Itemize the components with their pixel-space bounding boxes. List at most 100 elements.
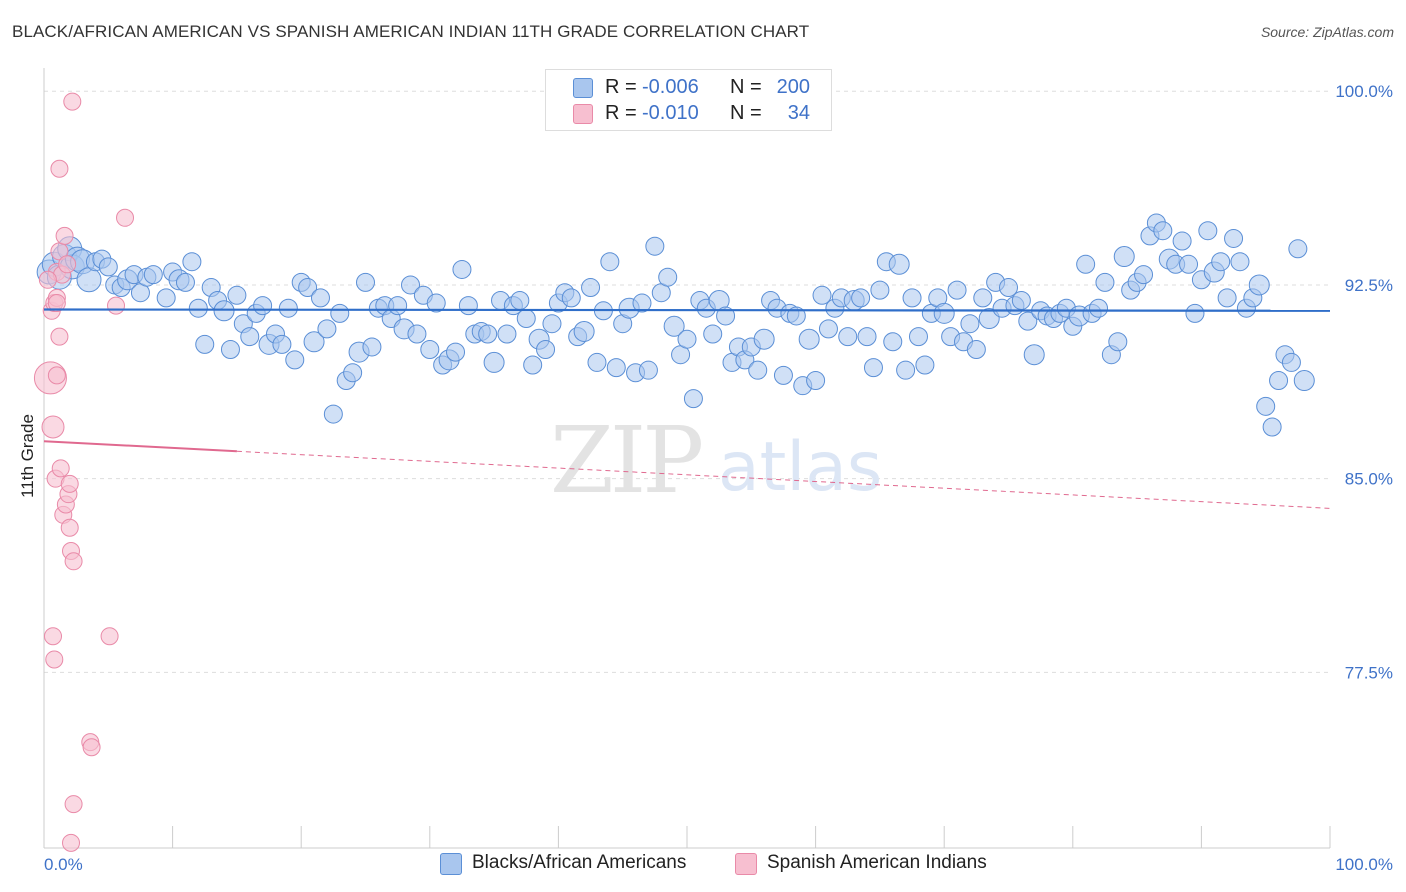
point-blacks [973, 288, 993, 308]
point-blacks [857, 327, 877, 347]
point-blacks [902, 288, 922, 308]
legend-r-value: -0.010 [642, 102, 699, 124]
point-spanish [82, 738, 101, 757]
point-blacks [1281, 352, 1301, 372]
point-blacks [1179, 254, 1199, 274]
point-blacks [786, 306, 806, 326]
point-spanish [62, 833, 81, 852]
watermark: ZIP atlas [550, 407, 882, 514]
point-blacks [446, 342, 466, 362]
legend-swatch-pink [573, 104, 593, 124]
point-blacks [606, 358, 626, 378]
point-blacks [542, 314, 562, 334]
point-blacks [960, 314, 980, 334]
point-blacks [362, 337, 382, 357]
bottom-legend-label: Blacks/African Americans [472, 852, 687, 873]
trend-line-spanish-dashed [236, 450, 1331, 509]
bottom-legend-swatch-blue [440, 853, 462, 875]
series-spanish-points [33, 92, 135, 852]
point-blacks [1262, 417, 1282, 437]
point-blacks [426, 293, 446, 313]
point-blacks [510, 290, 530, 310]
point-blacks [1108, 332, 1128, 352]
point-blacks [883, 332, 903, 352]
point-blacks [278, 298, 298, 318]
y-tick-labels: 77.5% 85.0% 92.5% 100.0% [1335, 82, 1393, 682]
point-spanish [38, 270, 57, 289]
point-blacks [915, 355, 935, 375]
point-blacks [798, 328, 820, 350]
point-blacks [1230, 252, 1250, 272]
y-tick-label: 77.5% [1345, 663, 1393, 682]
point-blacks [1248, 274, 1270, 296]
point-blacks [1217, 288, 1237, 308]
grid-layer [44, 90, 1330, 673]
point-blacks [483, 351, 505, 373]
point-blacks [323, 404, 343, 424]
point-spanish [64, 795, 83, 814]
point-blacks [182, 252, 202, 272]
point-blacks [1198, 221, 1218, 241]
legend-r-value: -0.006 [642, 76, 699, 98]
point-blacks [188, 298, 208, 318]
point-blacks [703, 324, 723, 344]
axis-layer [43, 68, 1331, 849]
legend-r-label: R = [605, 102, 637, 124]
point-blacks [838, 327, 858, 347]
legend-n-value: 34 [787, 102, 810, 124]
point-blacks [272, 334, 292, 354]
point-blacks [213, 300, 235, 322]
point-blacks [303, 331, 325, 353]
point-blacks [175, 272, 195, 292]
point-spanish [47, 294, 66, 313]
point-blacks [452, 259, 472, 279]
point-spanish [55, 226, 74, 245]
point-blacks [947, 280, 967, 300]
point-spanish [58, 255, 77, 274]
point-blacks [195, 334, 215, 354]
point-blacks [677, 329, 697, 349]
point-blacks [458, 296, 478, 316]
point-blacks [966, 340, 986, 360]
point-blacks [1089, 298, 1109, 318]
point-blacks [806, 371, 826, 391]
point-blacks [638, 360, 658, 380]
point-blacks [753, 328, 775, 350]
point-spanish [45, 650, 64, 669]
point-blacks [908, 327, 928, 347]
point-blacks [143, 265, 163, 285]
point-blacks [298, 278, 318, 298]
point-blacks [1076, 254, 1096, 274]
point-blacks [658, 267, 678, 287]
y-tick-label: 85.0% [1345, 470, 1393, 489]
legend-n-label: N = [730, 102, 762, 124]
point-blacks [523, 355, 543, 375]
point-blacks [497, 324, 517, 344]
point-blacks [98, 257, 118, 277]
point-blacks [748, 360, 768, 380]
point-spanish [63, 92, 82, 111]
point-blacks [1018, 311, 1038, 331]
x-tick-label-min: 0.0% [44, 855, 83, 874]
point-blacks [1185, 303, 1205, 323]
point-blacks [561, 288, 581, 308]
point-blacks [818, 319, 838, 339]
y-tick-label: 92.5% [1345, 276, 1393, 295]
point-blacks [420, 340, 440, 360]
point-blacks [240, 327, 260, 347]
point-blacks [999, 278, 1018, 298]
point-blacks [1095, 272, 1115, 292]
point-blacks [227, 285, 247, 305]
series-blacks-points [36, 213, 1315, 437]
point-blacks [773, 365, 793, 385]
point-blacks [600, 252, 620, 272]
point-blacks [663, 315, 685, 337]
point-blacks [310, 288, 330, 308]
point-spanish [50, 327, 69, 346]
point-blacks [330, 303, 350, 323]
legend-swatch-blue [573, 78, 593, 98]
point-blacks [870, 280, 890, 300]
point-spanish [116, 208, 135, 227]
point-blacks [1011, 290, 1031, 310]
